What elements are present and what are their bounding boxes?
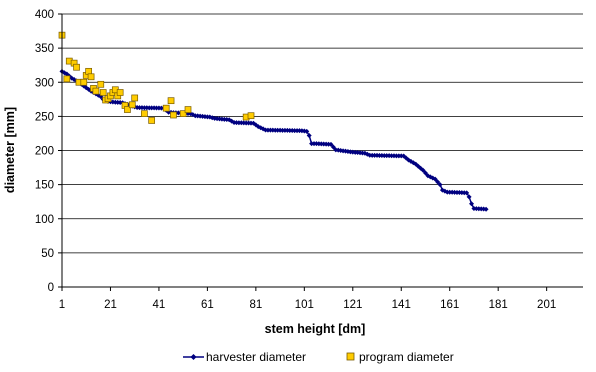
program-point <box>131 94 139 102</box>
x-tick-label: 161 <box>440 299 459 311</box>
x-tick-label: 81 <box>249 299 262 311</box>
program-point <box>179 110 187 117</box>
harvester-point <box>422 170 428 176</box>
y-axis-title: diameter [mm] <box>3 107 17 193</box>
x-tick-label: 181 <box>489 299 508 311</box>
harvester-point <box>432 176 438 182</box>
harvester-point <box>464 190 470 196</box>
program-point <box>170 111 177 119</box>
program-point <box>92 87 100 95</box>
y-tick-label: 350 <box>35 43 54 55</box>
program-point <box>128 101 136 109</box>
program-point <box>63 75 71 83</box>
program-point <box>80 78 88 86</box>
program-point <box>184 106 192 113</box>
legend-harvester-marker <box>190 354 197 360</box>
x-tick-label: 101 <box>295 299 314 311</box>
harvester-point <box>435 179 441 185</box>
program-point <box>148 117 156 124</box>
y-tick-label: 50 <box>41 248 54 260</box>
x-tick-label: 121 <box>343 299 362 311</box>
x-tick-label: 201 <box>537 299 556 311</box>
program-point <box>162 104 170 112</box>
program-point <box>99 89 107 96</box>
grid <box>62 13 583 254</box>
program-point <box>97 80 105 88</box>
harvester-point <box>306 132 312 138</box>
y-tick-label: 100 <box>35 214 54 226</box>
x-tick-label: 141 <box>392 299 411 311</box>
program-point <box>167 97 175 105</box>
program-point <box>116 89 124 96</box>
x-axis-title: stem height [dm] <box>265 322 366 336</box>
harvester-point <box>304 128 310 134</box>
harvester-point <box>420 167 426 173</box>
legend: harvester diameter program diameter <box>183 350 454 364</box>
harvester-point <box>253 122 259 128</box>
legend-harvester-label: harvester diameter <box>206 350 306 364</box>
x-tick-label: 1 <box>59 299 65 311</box>
x-tick-label: 61 <box>201 299 214 311</box>
program-point <box>73 63 80 71</box>
y-tick-label: 0 <box>48 282 54 294</box>
y-tick-label: 200 <box>35 146 54 158</box>
legend-program-marker <box>346 352 355 361</box>
program-point <box>247 112 255 120</box>
x-tick-label: 21 <box>104 299 117 311</box>
x-tick-label: 41 <box>153 299 166 311</box>
program-point <box>85 67 93 75</box>
program-point <box>87 73 95 81</box>
harvester-point <box>328 141 334 147</box>
y-tick-label: 150 <box>35 180 54 192</box>
y-tick-label: 300 <box>35 77 54 89</box>
legend-program-label: program diameter <box>359 350 454 364</box>
harvester-point <box>483 206 489 212</box>
x-axis-ticks: 1 21 41 61 81 101 121 141 161 181 201 <box>59 287 556 311</box>
y-axis-ticks: 0 50 100 150 200 250 300 350 400 <box>35 9 62 294</box>
harvester-point <box>437 182 443 188</box>
y-tick-label: 400 <box>35 9 54 21</box>
harvester-point <box>469 201 475 207</box>
program-point <box>141 110 148 117</box>
harvester-point <box>330 144 336 150</box>
harvester-point <box>466 194 472 200</box>
y-tick-label: 250 <box>35 111 54 123</box>
program-point <box>124 106 131 113</box>
